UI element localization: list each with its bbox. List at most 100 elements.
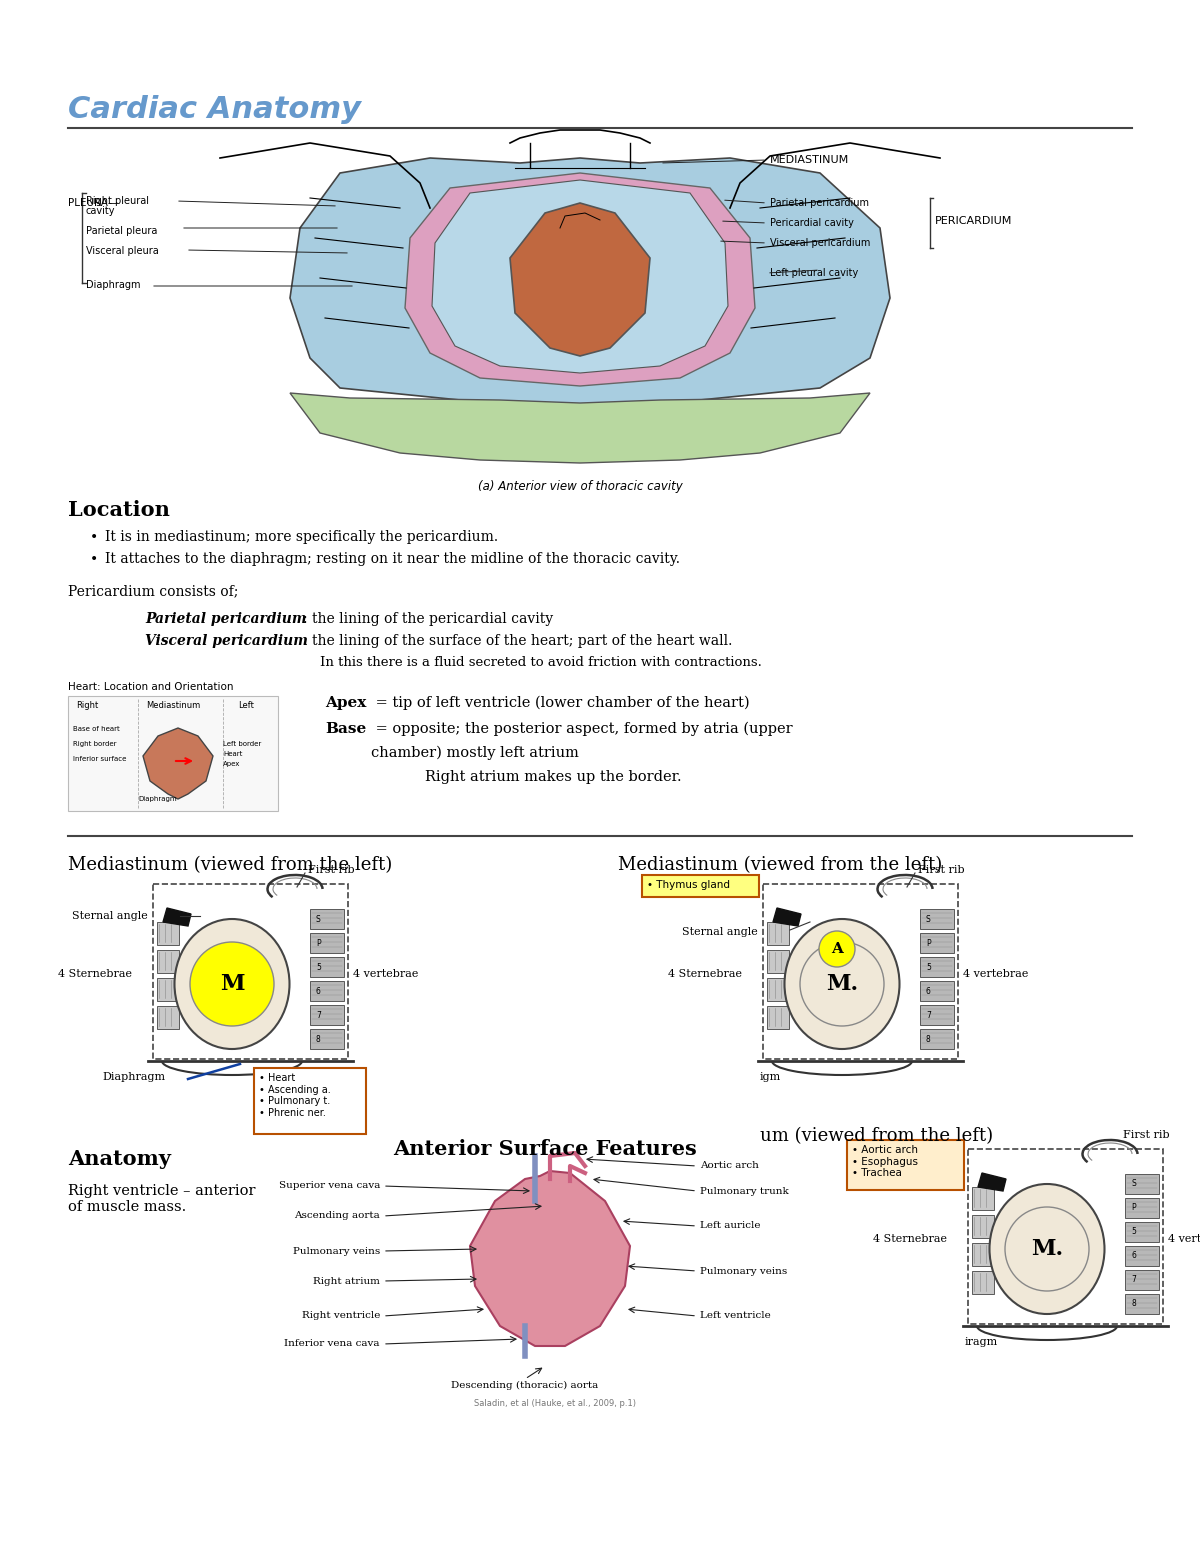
Text: M.: M. — [1031, 1238, 1063, 1259]
Text: Parietal pericardium: Parietal pericardium — [770, 197, 869, 208]
Bar — [763, 884, 958, 1059]
Text: 8: 8 — [316, 1034, 320, 1044]
Bar — [310, 1005, 344, 1025]
Text: Ascending aorta: Ascending aorta — [294, 1211, 380, 1221]
Text: 7: 7 — [1132, 1275, 1136, 1284]
Text: Left border: Left border — [223, 741, 262, 747]
Circle shape — [818, 930, 854, 968]
Text: 6: 6 — [926, 986, 931, 995]
Text: Base: Base — [325, 722, 366, 736]
Text: Location: Location — [68, 500, 170, 520]
Text: Left auricle: Left auricle — [700, 1222, 761, 1230]
Text: Parietal pleura: Parietal pleura — [86, 227, 157, 236]
Text: Left: Left — [238, 700, 254, 710]
Bar — [310, 957, 344, 977]
Text: (a) Anterior view of thoracic cavity: (a) Anterior view of thoracic cavity — [478, 480, 683, 492]
Text: M.: M. — [826, 974, 858, 995]
Bar — [157, 950, 179, 974]
Bar — [310, 1030, 344, 1048]
Text: Pericardial cavity: Pericardial cavity — [770, 217, 854, 228]
Text: : the lining of the pericardial cavity: : the lining of the pericardial cavity — [302, 612, 553, 626]
Text: Right pleural: Right pleural — [86, 196, 149, 207]
Text: S: S — [316, 915, 320, 924]
Text: Cardiac Anatomy: Cardiac Anatomy — [68, 95, 361, 124]
Text: 4 Sternebrae: 4 Sternebrae — [58, 969, 132, 978]
Text: S: S — [926, 915, 931, 924]
Text: Right ventricle: Right ventricle — [301, 1311, 380, 1320]
Text: Right atrium makes up the border.: Right atrium makes up the border. — [425, 770, 682, 784]
Text: Inferior vena cava: Inferior vena cava — [284, 1340, 380, 1348]
Text: 7: 7 — [316, 1011, 320, 1019]
Bar — [68, 696, 278, 811]
Text: 4 Sternebrae: 4 Sternebrae — [668, 969, 742, 978]
Text: Left ventricle: Left ventricle — [700, 1311, 770, 1320]
Polygon shape — [290, 393, 870, 463]
Bar — [920, 909, 954, 929]
FancyBboxPatch shape — [254, 1068, 366, 1134]
Text: Visceral pericardium: Visceral pericardium — [145, 634, 308, 648]
Text: Visceral pleura: Visceral pleura — [86, 245, 158, 256]
Text: • Thymus gland: • Thymus gland — [647, 881, 730, 890]
FancyBboxPatch shape — [642, 874, 760, 898]
Text: In this there is a fluid secreted to avoid friction with contractions.: In this there is a fluid secreted to avo… — [320, 655, 762, 669]
Text: Diaphragm: Diaphragm — [86, 280, 140, 290]
Text: It attaches to the diaphragm; resting on it near the midline of the thoracic cav: It attaches to the diaphragm; resting on… — [106, 551, 680, 565]
Text: Pericardium consists of;: Pericardium consists of; — [68, 584, 239, 598]
Text: Pulmonary veins: Pulmonary veins — [700, 1267, 787, 1275]
Text: Descending (thoracic) aorta: Descending (thoracic) aorta — [451, 1381, 599, 1390]
Text: Mediastinum (viewed from the left): Mediastinum (viewed from the left) — [68, 856, 392, 874]
Text: Heart: Location and Orientation: Heart: Location and Orientation — [68, 682, 234, 693]
Text: Anterior Surface Features: Anterior Surface Features — [394, 1138, 697, 1159]
Text: Right atrium: Right atrium — [313, 1277, 380, 1286]
Text: Left pleural cavity: Left pleural cavity — [770, 269, 858, 278]
Text: P: P — [1132, 1204, 1135, 1213]
Text: 4 vertebrae: 4 vertebrae — [964, 969, 1028, 978]
Bar — [154, 884, 348, 1059]
Bar — [1126, 1270, 1159, 1291]
Text: 8: 8 — [926, 1034, 931, 1044]
Ellipse shape — [174, 919, 289, 1048]
Text: 5: 5 — [316, 963, 320, 972]
Circle shape — [190, 943, 274, 1027]
Bar — [767, 1006, 790, 1030]
Text: 7: 7 — [926, 1011, 931, 1019]
Bar — [972, 1214, 994, 1238]
Text: •: • — [90, 551, 98, 565]
Text: PERICARDIUM: PERICARDIUM — [935, 216, 1013, 227]
Bar — [920, 1005, 954, 1025]
Text: Right border: Right border — [73, 741, 116, 747]
Bar — [157, 1006, 179, 1030]
Bar — [968, 1149, 1163, 1325]
Bar — [1126, 1197, 1159, 1218]
Text: 5: 5 — [926, 963, 931, 972]
Text: 6: 6 — [316, 986, 320, 995]
Polygon shape — [510, 203, 650, 356]
Bar — [767, 922, 790, 944]
Text: Heart: Heart — [223, 752, 242, 756]
Bar — [972, 1270, 994, 1294]
Circle shape — [1006, 1207, 1090, 1291]
Text: Apex: Apex — [223, 761, 240, 767]
Text: • Aortic arch
• Esophagus
• Trachea: • Aortic arch • Esophagus • Trachea — [852, 1145, 918, 1179]
Text: = opposite; the posterior aspect, formed by atria (upper: = opposite; the posterior aspect, formed… — [371, 722, 793, 736]
Text: Diaphragm: Diaphragm — [102, 1072, 166, 1082]
Text: Sternal angle: Sternal angle — [72, 912, 148, 921]
Text: M: M — [220, 974, 245, 995]
Text: MEDIASTINUM: MEDIASTINUM — [770, 155, 850, 165]
Text: •: • — [90, 530, 98, 544]
Bar — [310, 933, 344, 954]
Polygon shape — [143, 728, 214, 798]
Text: P: P — [926, 938, 931, 947]
Text: 4 vertebrae: 4 vertebrae — [353, 969, 419, 978]
Text: Base of heart: Base of heart — [73, 725, 120, 731]
Bar — [920, 933, 954, 954]
Text: 5: 5 — [1132, 1227, 1136, 1236]
Text: Parietal pericardium: Parietal pericardium — [145, 612, 306, 626]
Polygon shape — [432, 180, 728, 373]
Text: cavity: cavity — [86, 207, 115, 216]
Text: Pulmonary veins: Pulmonary veins — [293, 1247, 380, 1255]
Polygon shape — [470, 1171, 630, 1346]
Text: Sternal angle: Sternal angle — [682, 927, 757, 936]
Bar — [1126, 1222, 1159, 1242]
Text: First rib: First rib — [308, 865, 355, 874]
